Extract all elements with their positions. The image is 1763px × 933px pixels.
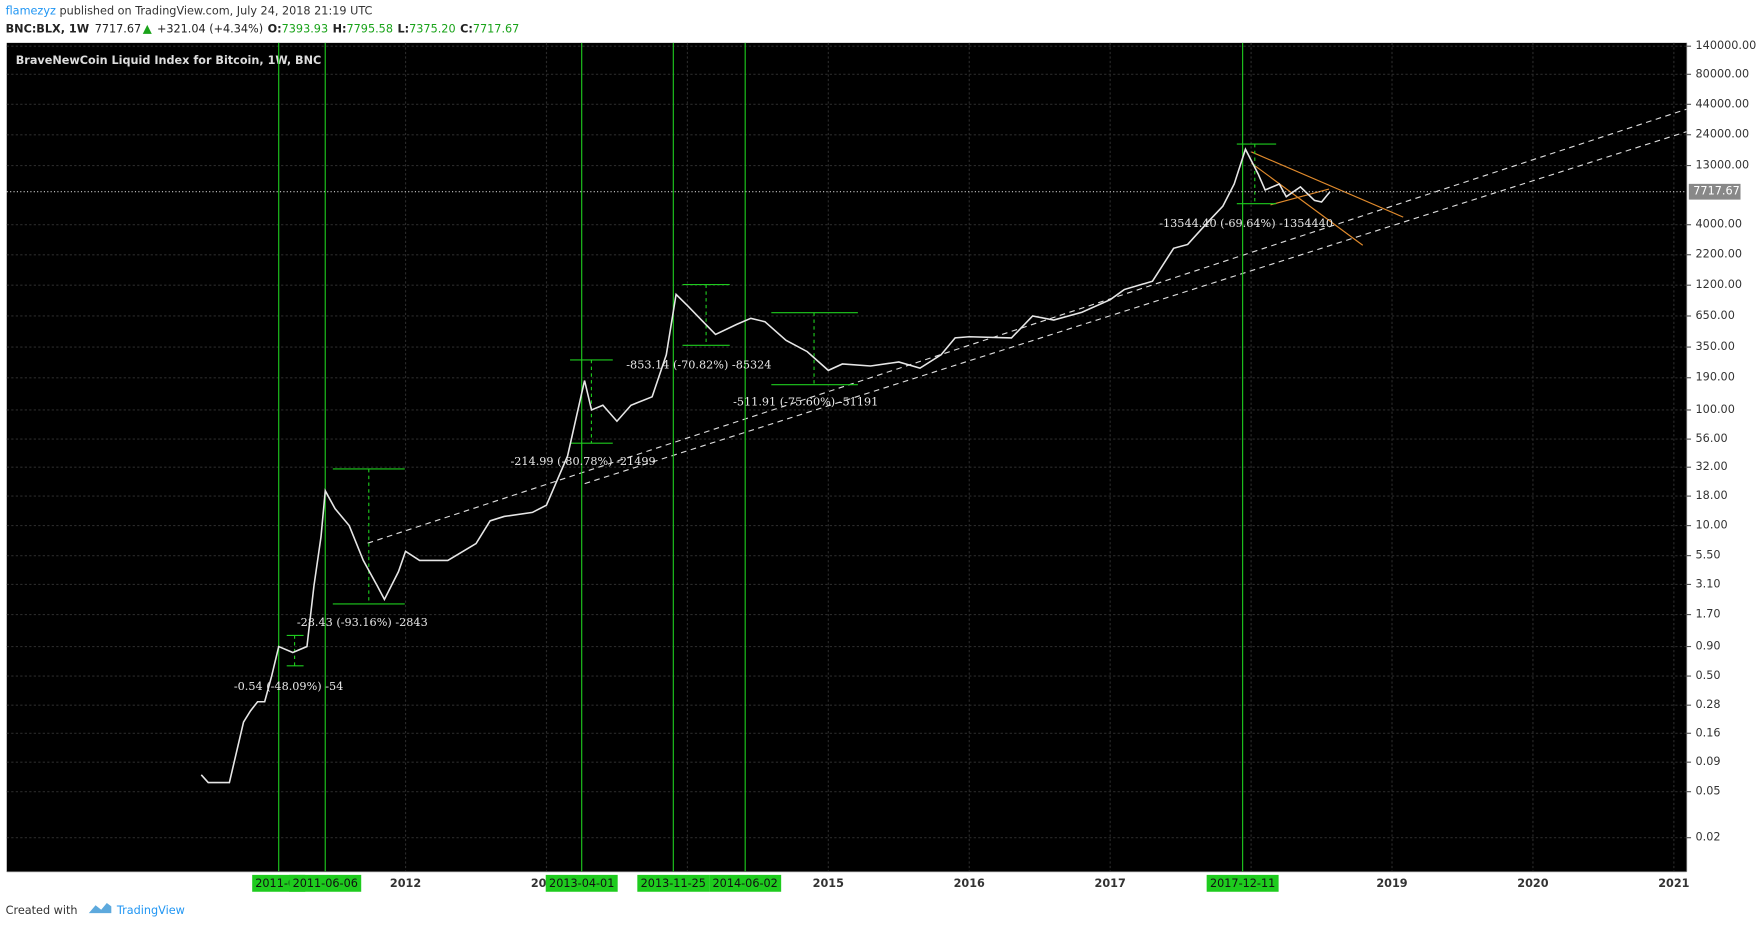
drawdown-label: -214.99 (-80.78%) -21499 (510, 455, 655, 468)
drawdown-label: -511.91 (-75.60%) -51191 (733, 396, 878, 409)
h-value: 7795.58 (347, 22, 393, 35)
footer-brand[interactable]: TradingView (116, 904, 185, 917)
y-tick-label: 0.09 (1696, 755, 1721, 768)
last-price-label: 7717.67 (1693, 185, 1739, 198)
x-tick-label: 2012 (390, 877, 421, 890)
y-tick-label: 0.05 (1696, 785, 1721, 798)
y-tick-label: 5.50 (1696, 549, 1721, 562)
y-tick-label: 100.00 (1696, 403, 1735, 416)
y-tick-label: 13000.00 (1696, 159, 1750, 172)
y-tick-label: 650.00 (1696, 309, 1735, 322)
o-value: 7393.93 (282, 22, 328, 35)
marker-label-bg (545, 874, 618, 892)
last-price-bg (1688, 183, 1741, 200)
y-tick-label: 0.28 (1696, 698, 1721, 711)
marker-label-bg (289, 874, 362, 892)
l-label: L: (397, 22, 409, 35)
marker-label-bg (709, 874, 782, 892)
y-tick-label: 0.90 (1696, 640, 1721, 653)
y-tick-label: 1200.00 (1696, 278, 1742, 291)
x-tick-label: 2021 (1658, 877, 1689, 890)
drawing-line (367, 108, 1687, 544)
marker-label-bg (637, 874, 710, 892)
x-tick-label: 2019 (1376, 877, 1407, 890)
marker-label: 2017-12-11 (1210, 877, 1275, 890)
x-tick-label: 2015 (813, 877, 844, 890)
y-tick-label: 44000.00 (1696, 97, 1750, 110)
marker-label: 2011-06-06 (293, 877, 358, 890)
marker-label: 2013-04-01 (549, 877, 614, 890)
drawdown-label: -0.54 (-48.09%) -54 (234, 680, 343, 693)
up-arrow (142, 24, 152, 34)
y-tick-label: 0.02 (1696, 831, 1721, 844)
y-tick-label: 56.00 (1696, 432, 1728, 445)
marker-label-bg (1206, 874, 1279, 892)
published: published on TradingView.com, July 24, 2… (56, 4, 373, 17)
y-tick-label: 2200.00 (1696, 248, 1742, 261)
author[interactable]: flamezyz (6, 4, 56, 17)
drawdown-label: -853.14 (-70.82%) -85324 (626, 359, 771, 372)
y-tick-label: 4000.00 (1696, 218, 1742, 231)
c-label: C: (460, 22, 473, 35)
c-value: 7717.67 (473, 22, 519, 35)
y-tick-label: 32.00 (1696, 460, 1728, 473)
y-tick-label: 18.00 (1696, 489, 1728, 502)
y-tick-label: 350.00 (1696, 340, 1735, 353)
change: +321.04 (+4.34%) (157, 22, 263, 35)
l-value: 7375.20 (409, 22, 455, 35)
drawdown-label: -13544.40 (-69.64%) -1354440 (1159, 217, 1333, 230)
price: 7717.67 (95, 22, 141, 35)
y-tick-label: 0.50 (1696, 669, 1721, 682)
marker-label: 2014-06-02 (713, 877, 778, 890)
x-tick-label: 2016 (954, 877, 985, 890)
y-tick-label: 10.00 (1696, 519, 1728, 532)
drawing-line (1251, 162, 1364, 246)
h-label: H: (333, 22, 347, 35)
y-tick-label: 1.70 (1696, 608, 1721, 621)
y-tick-label: 140000.00 (1696, 39, 1757, 52)
drawing-line (584, 131, 1687, 485)
y-tick-label: 190.00 (1696, 371, 1735, 384)
price-line (200, 147, 1331, 784)
y-tick-label: 24000.00 (1696, 128, 1750, 141)
y-tick-label: 3.10 (1696, 577, 1721, 590)
header-line-2: BNC:BLX, 1W 7717.67 +321.04 (+4.34%) O:7393… (6, 22, 520, 35)
y-tick-label: 0.16 (1696, 726, 1721, 739)
x-tick-label: 2017 (1095, 877, 1126, 890)
symbol: BNC:BLX, 1W (6, 22, 90, 35)
footer-created: Created with (6, 904, 78, 917)
plot-area (6, 42, 1687, 872)
chart-title: BraveNewCoin Liquid Index for Bitcoin, 1… (16, 54, 322, 67)
tv-logo (88, 903, 112, 914)
o-label: O: (268, 22, 282, 35)
drawdown-label: -28.43 (-93.16%) -2843 (297, 616, 428, 629)
header-line-1: flamezyz published on TradingView.com, J… (6, 4, 373, 17)
x-tick-label: 2020 (1517, 877, 1548, 890)
y-tick-label: 80000.00 (1696, 67, 1750, 80)
marker-label: 2013-11-25 (641, 877, 706, 890)
drawing-line (1251, 151, 1404, 218)
